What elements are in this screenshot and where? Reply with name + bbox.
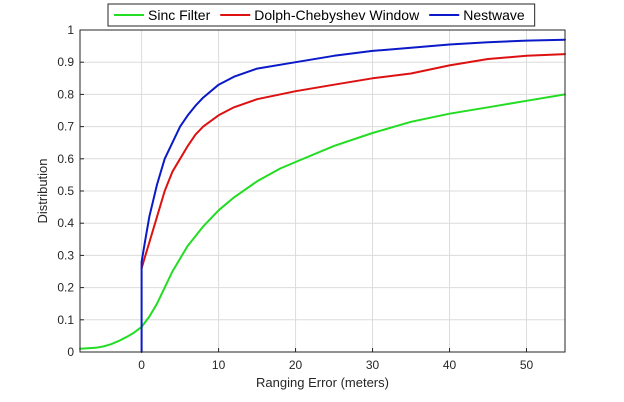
- y-tick-label: 0.2: [57, 281, 74, 295]
- y-axis-title: Distribution: [35, 158, 50, 223]
- legend: Sinc Filter Dolph-Chebyshev Window Nestwav…: [107, 3, 536, 27]
- x-tick-label: 50: [520, 358, 534, 372]
- x-tick-label: 10: [212, 358, 226, 372]
- legend-label-dolph-chebyshev-window: Dolph-Chebyshev Window: [254, 7, 420, 23]
- x-tick-label: 20: [289, 358, 303, 372]
- y-tick-label: 0.7: [57, 120, 74, 134]
- grid: [80, 29, 565, 353]
- y-tick-label: 0.4: [57, 216, 74, 230]
- series-group: [79, 38, 566, 353]
- x-tick-label: 0: [138, 358, 145, 372]
- x-axis-title: Ranging Error (meters): [256, 375, 389, 390]
- series-line-nestwave: [140, 38, 566, 353]
- series-line-dolph-chebyshev-window: [140, 53, 566, 270]
- axis-ticks: 0 10 20 30 40 50 0 0.1 0.2 0.3 0.4 0.5 0.6 0.7 0.8 0.9 1: [57, 23, 533, 372]
- series-line-sinc-filter: [79, 93, 566, 350]
- legend-box: [107, 3, 536, 27]
- y-tick-label: 0.5: [57, 184, 74, 198]
- legend-label-sinc-filter: Sinc Filter: [148, 7, 211, 23]
- x-tick-label: 30: [366, 358, 380, 372]
- y-tick-label: 0.9: [57, 55, 74, 69]
- y-tick-label: 0: [67, 345, 74, 359]
- y-tick-label: 1: [67, 23, 74, 37]
- y-tick-label: 0.8: [57, 87, 74, 101]
- x-tick-label: 40: [443, 358, 457, 372]
- y-tick-label: 0.1: [57, 313, 74, 327]
- y-tick-label: 0.6: [57, 152, 74, 166]
- legend-label-nestwave: Nestwave: [463, 7, 525, 23]
- y-tick-label: 0.3: [57, 248, 74, 262]
